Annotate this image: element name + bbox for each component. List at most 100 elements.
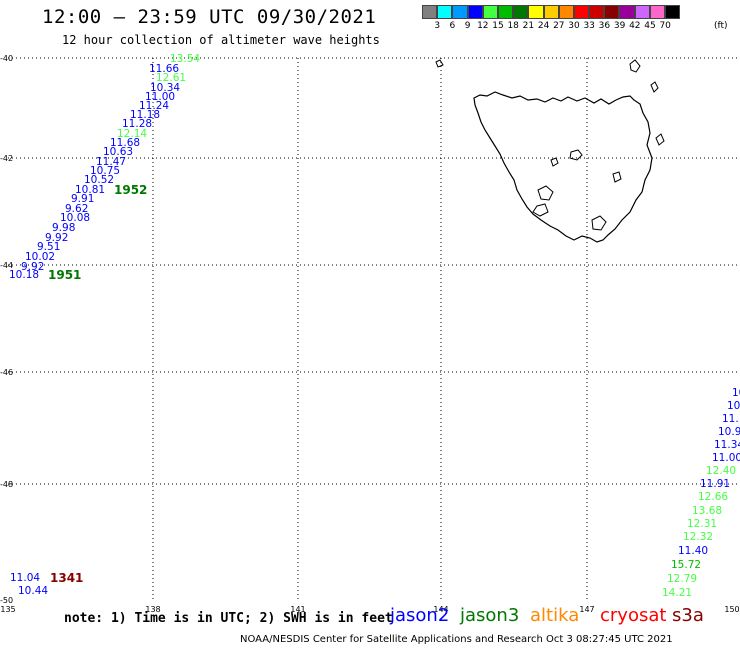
wave-height-label: 12.14 — [117, 128, 147, 140]
wave-height-label: 11.47 — [96, 156, 126, 168]
pass-time-label: 1952 — [114, 183, 147, 197]
tasmania-inland-lakes — [435, 59, 665, 231]
satellite-legend-s3a: s3a — [672, 605, 704, 626]
satellite-legend-jason3: jason3 — [460, 605, 520, 626]
color-scale-label: 39 — [613, 21, 626, 31]
color-scale-swatch — [437, 5, 453, 19]
wave-height-label: 15.72 — [671, 559, 701, 571]
wave-height-observations: 13.5411.6612.6110.3411.0011.2411.1811.28… — [9, 53, 740, 599]
color-scale-swatch — [543, 5, 559, 19]
color-scale-swatch — [482, 5, 498, 19]
latitude-label: -40 — [0, 54, 13, 63]
map-title: 12:00 — 23:59 UTC 09/30/2021 — [42, 6, 377, 28]
color-scale-swatch — [604, 5, 620, 19]
pass-time-labels: 1952 1951 1341 — [48, 183, 147, 585]
color-scale-swatch — [497, 5, 514, 19]
color-scale-swatch — [619, 5, 635, 19]
color-scale-label: 15 — [492, 21, 504, 31]
footer-credit: NOAA/NESDIS Center for Satellite Applica… — [240, 634, 673, 645]
color-scale-swatch — [665, 5, 681, 19]
footer-note: note: 1) Time is in UTC; 2) SWH is in fe… — [64, 611, 393, 626]
wave-height-label: 12.79 — [667, 573, 697, 585]
wave-height-label: 10 — [727, 400, 740, 412]
wave-height-label: 10.75 — [90, 165, 120, 177]
wave-height-label: 9.92 — [45, 232, 68, 244]
latitude-labels: -40 -42 -44 -46 -48 -50 — [0, 54, 13, 605]
wave-height-label: 12.40 — [706, 465, 736, 477]
map-subtitle: 12 hour collection of altimeter wave hei… — [62, 33, 380, 47]
wave-height-label: 10.34 — [150, 82, 180, 94]
color-scale — [422, 5, 681, 19]
wave-height-label: 11.00 — [712, 452, 740, 464]
wave-height-label: 10.52 — [84, 174, 114, 186]
wave-height-label: 9.91 — [71, 193, 94, 205]
wave-height-label: 9.62 — [65, 203, 88, 215]
wave-height-label: 10 — [732, 387, 740, 399]
wave-height-label: 10.9 — [718, 426, 740, 438]
color-scale-swatch — [573, 5, 590, 19]
color-scale-label: 30 — [568, 21, 580, 31]
color-scale-swatch — [649, 5, 665, 19]
color-scale-label: 33 — [583, 21, 595, 31]
color-scale-label: 42 — [629, 21, 641, 31]
color-scale-swatch — [467, 5, 483, 19]
longitude-label: 138 — [145, 605, 160, 614]
longitude-label: 147 — [579, 605, 594, 614]
longitude-label: 144 — [433, 605, 448, 614]
wave-height-label: 12.61 — [156, 72, 186, 84]
wave-height-label: 10.63 — [103, 146, 133, 158]
color-scale-swatch — [634, 5, 650, 19]
pass-time-label: 1341 — [50, 571, 83, 585]
wave-height-label: 9.92 — [21, 261, 44, 273]
wave-height-label: 11.28 — [122, 118, 152, 130]
wave-height-label: 12.32 — [683, 531, 713, 543]
color-scale-label: 3 — [434, 21, 441, 31]
color-scale-label: 36 — [598, 21, 611, 31]
color-scale-label: 27 — [553, 21, 565, 31]
color-scale-swatch — [528, 5, 544, 19]
longitude-label: 150 — [724, 605, 739, 614]
longitude-label: 141 — [290, 605, 305, 614]
wave-height-label: 10.44 — [18, 585, 48, 597]
wave-height-label: 11.66 — [149, 63, 179, 75]
wave-height-label: 11.24 — [139, 100, 169, 112]
wave-height-label: 10.08 — [60, 212, 90, 224]
color-scale-labels: 3 6 9 12 15 18 21 24 27 30 33 36 39 42 45 70 — [422, 21, 740, 33]
longitude-labels: 135 138 141 144 147 150 — [0, 605, 739, 614]
wave-height-label: 9.98 — [52, 222, 75, 234]
wave-height-label: 11.00 — [145, 91, 175, 103]
satellite-legend-jason2: jason2 — [390, 605, 450, 626]
latitude-label: -46 — [0, 368, 13, 377]
wave-height-label: 11. — [722, 413, 739, 425]
wave-height-label: 10.18 — [9, 269, 39, 281]
color-scale-label: 18 — [507, 21, 519, 31]
color-scale-label: 6 — [449, 21, 456, 31]
color-scale-label: 45 — [644, 21, 656, 31]
tasmania-coastline — [473, 91, 653, 243]
wave-height-label: 10.81 — [75, 184, 105, 196]
wave-height-label: 14.21 — [662, 587, 692, 599]
color-scale-swatch — [558, 5, 574, 19]
color-scale-label: 70 — [659, 21, 671, 31]
latitude-label: -50 — [0, 596, 13, 605]
wave-height-label: 13.54 — [170, 53, 200, 65]
color-scale-swatch — [452, 5, 468, 19]
wave-height-label: 11.68 — [110, 137, 140, 149]
wave-height-label: 11.91 — [700, 478, 730, 490]
pass-time-label: 1951 — [48, 268, 81, 282]
wave-height-label: 11.34 — [714, 439, 740, 451]
color-scale-unit: (ft) — [714, 21, 728, 31]
latitude-label: -42 — [0, 154, 13, 163]
color-scale-swatch — [589, 5, 605, 19]
color-scale-label: 9 — [464, 21, 471, 31]
color-scale-swatch — [422, 5, 438, 19]
satellite-legend-cryosat: cryosat — [600, 605, 667, 626]
wave-height-label: 13.68 — [692, 505, 722, 517]
wave-height-label: 11.04 — [10, 572, 40, 584]
longitude-label: 135 — [0, 605, 15, 614]
color-scale-swatch — [513, 5, 529, 19]
latitude-label: -48 — [0, 480, 13, 489]
wave-height-label: 11.18 — [130, 109, 160, 121]
wave-height-label: 11.40 — [678, 545, 708, 557]
